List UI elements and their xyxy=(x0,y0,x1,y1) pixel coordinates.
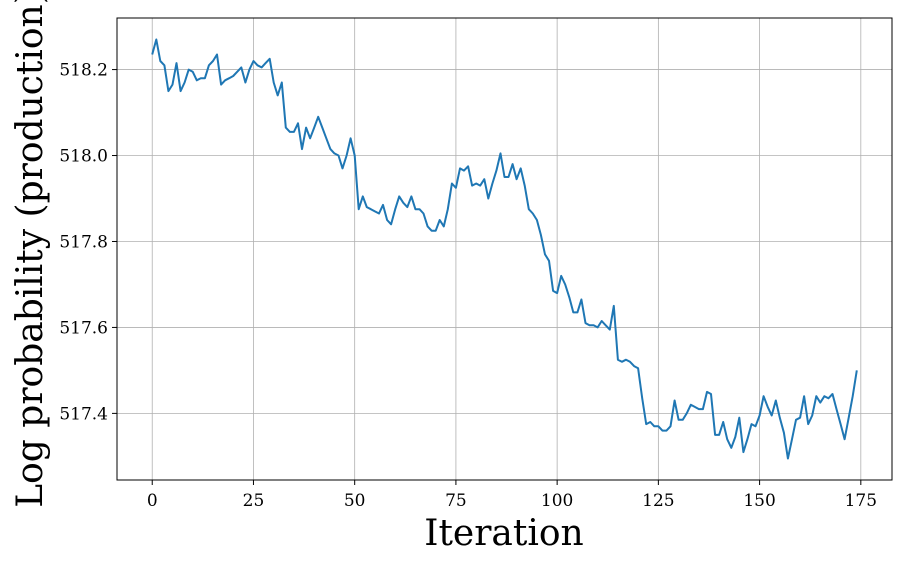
y-axis-label: Log probability (production) xyxy=(10,0,51,508)
x-tick-label: 150 xyxy=(743,491,775,511)
y-tick-label: 518.2 xyxy=(59,61,108,81)
x-tick-label: 100 xyxy=(541,491,573,511)
y-tick-label: 518.0 xyxy=(59,147,108,167)
y-axis-ticks: 517.4 517.6 517.8 518.0 518.2 xyxy=(59,61,117,424)
x-tick-label: 175 xyxy=(845,491,877,511)
x-tick-label: 125 xyxy=(642,491,674,511)
x-tick-label: 25 xyxy=(243,491,265,511)
x-tick-label: 0 xyxy=(147,491,158,511)
x-tick-label: 75 xyxy=(445,491,467,511)
series-line xyxy=(151,38,858,460)
x-tick-label: 50 xyxy=(344,491,366,511)
y-tick-label: 517.4 xyxy=(59,404,108,424)
grid xyxy=(117,18,892,480)
x-axis-label: Iteration xyxy=(424,513,584,554)
y-tick-label: 517.6 xyxy=(59,318,108,338)
x-axis-ticks: 0 25 50 75 100 125 150 175 xyxy=(147,480,877,511)
plot-frame xyxy=(116,17,893,481)
y-tick-label: 517.8 xyxy=(59,232,108,252)
